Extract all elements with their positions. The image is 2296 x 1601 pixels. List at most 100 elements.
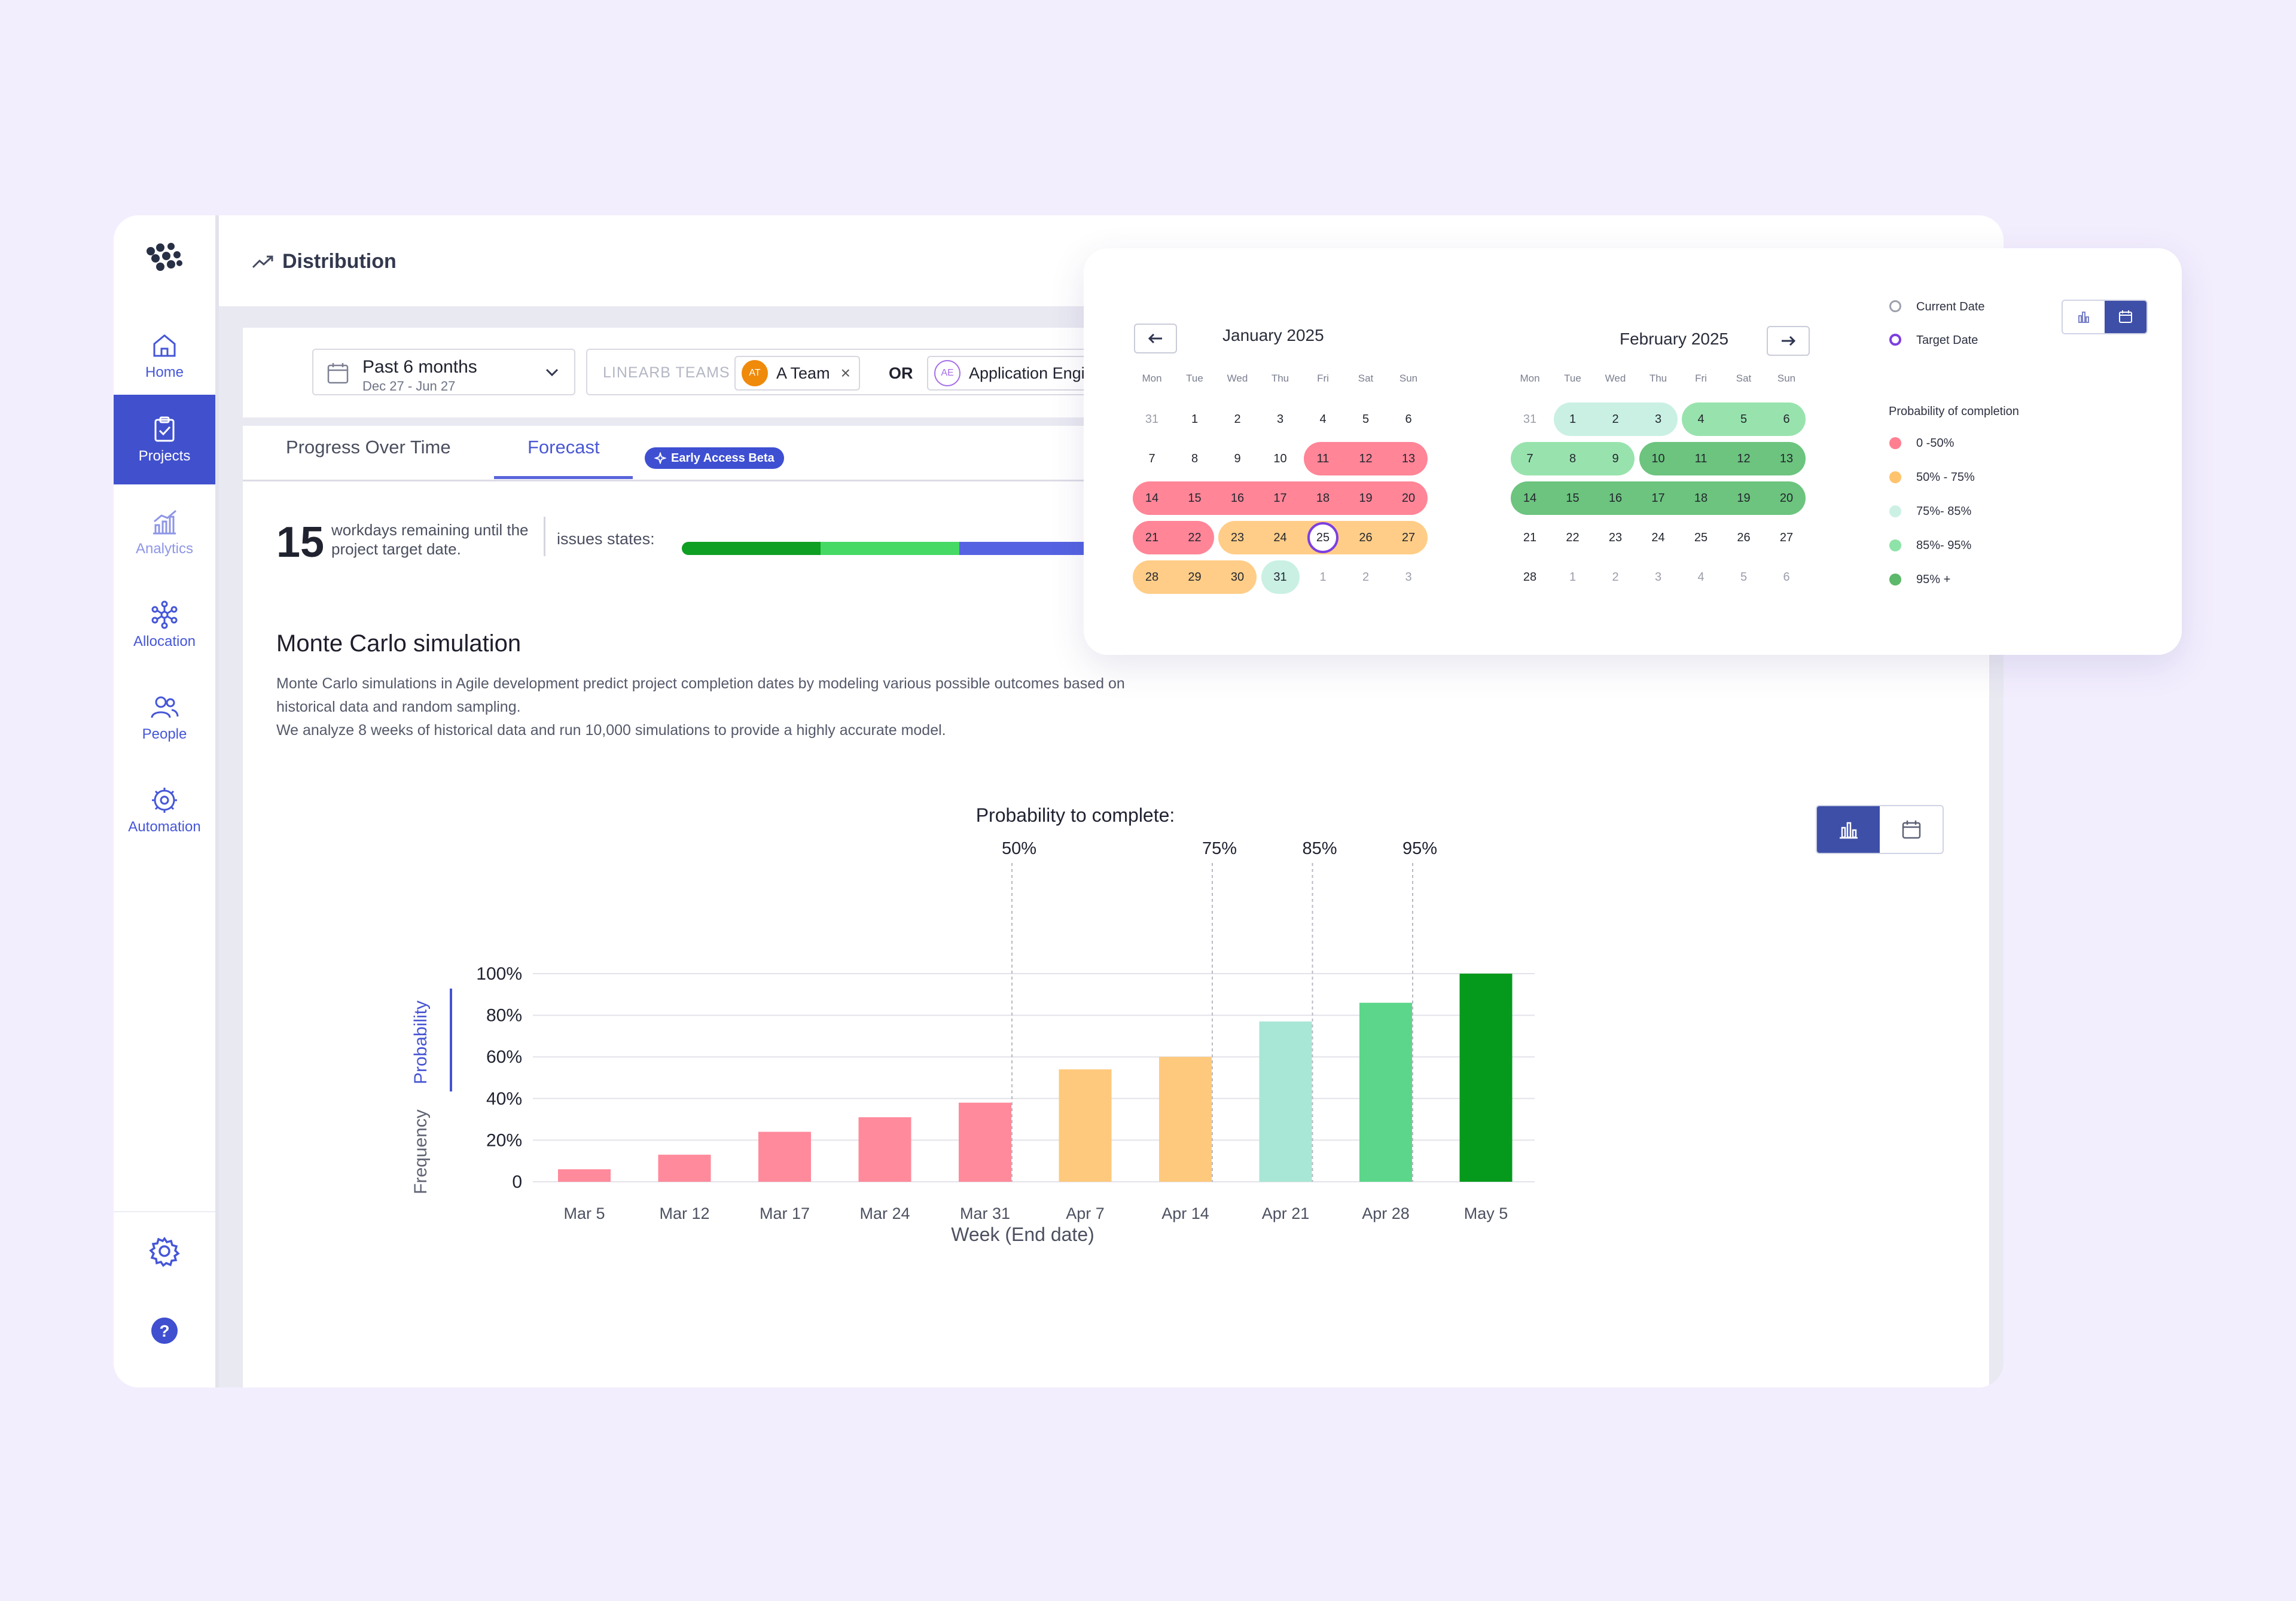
- calendar-view-button[interactable]: [2105, 301, 2146, 333]
- sidebar-item-home[interactable]: Home: [114, 311, 215, 401]
- calendar-day[interactable]: 25: [1694, 530, 1708, 544]
- calendar-day[interactable]: 17: [1651, 491, 1665, 505]
- calendar-day[interactable]: 16: [1608, 491, 1623, 505]
- calendar-day[interactable]: 10: [1651, 452, 1665, 465]
- calendar-day[interactable]: 7: [1148, 452, 1155, 465]
- calendar-day[interactable]: 21: [1145, 530, 1159, 544]
- calendar-day[interactable]: 22: [1188, 530, 1202, 544]
- team-chip[interactable]: AE Application Engineering: [927, 356, 1126, 391]
- teams-filter[interactable]: LINEARB TEAMS AT A Team × OR AE Applicat…: [586, 349, 1127, 395]
- chart-bar: [858, 1117, 911, 1182]
- calendar-day[interactable]: 27: [1401, 530, 1416, 544]
- calendar-day[interactable]: 22: [1566, 530, 1580, 544]
- calendar-day[interactable]: 31: [1273, 570, 1287, 584]
- calendar-day[interactable]: 8: [1191, 452, 1199, 465]
- next-month-button[interactable]: [1767, 326, 1810, 356]
- calendar-day[interactable]: 28: [1523, 570, 1537, 584]
- date-range-select[interactable]: Past 6 months Dec 27 - Jun 27: [312, 349, 575, 395]
- probability-band: [1304, 442, 1428, 475]
- calendar-day[interactable]: 13: [1401, 452, 1416, 465]
- calendar-day[interactable]: 14: [1523, 491, 1537, 505]
- issues-states-label: issues states:: [557, 530, 655, 548]
- sidebar-item-people[interactable]: People: [114, 673, 215, 763]
- calendar-day[interactable]: 19: [1737, 491, 1751, 505]
- calendar-day[interactable]: 26: [1359, 530, 1373, 544]
- calendar-day[interactable]: 10: [1273, 452, 1287, 465]
- settings-gear-icon[interactable]: [148, 1235, 181, 1267]
- calendar-day[interactable]: 5: [1362, 412, 1370, 426]
- calendar-day[interactable]: 3: [1405, 570, 1412, 584]
- sidebar-item-automation[interactable]: Automation: [114, 766, 215, 855]
- calendar-day[interactable]: 18: [1694, 491, 1708, 505]
- x-tick-label: Apr 21: [1262, 1204, 1310, 1222]
- calendar-day[interactable]: 6: [1783, 570, 1790, 584]
- calendar-day[interactable]: 28: [1145, 570, 1159, 584]
- calendar-day[interactable]: 6: [1405, 412, 1412, 426]
- calendar-day[interactable]: 1: [1191, 412, 1199, 426]
- calendar-day[interactable]: 15: [1188, 491, 1202, 505]
- calendar-day[interactable]: 31: [1145, 412, 1159, 426]
- calendar-day[interactable]: 15: [1566, 491, 1580, 505]
- calendar-day[interactable]: 20: [1779, 491, 1794, 505]
- calendar-day[interactable]: 20: [1401, 491, 1416, 505]
- calendar-day[interactable]: 2: [1612, 412, 1619, 426]
- target-date-day[interactable]: 25: [1305, 521, 1341, 554]
- tab-progress-over-time[interactable]: Progress Over Time: [286, 437, 451, 458]
- calendar-view-button[interactable]: [1880, 806, 1943, 853]
- bar-chart-view-button[interactable]: [2063, 301, 2105, 333]
- legend-item-label: 0 -50%: [1916, 437, 1955, 450]
- calendar-day[interactable]: 23: [1230, 530, 1245, 544]
- calendar-day[interactable]: 26: [1737, 530, 1751, 544]
- calendar-day[interactable]: 12: [1359, 452, 1373, 465]
- calendar-day[interactable]: 9: [1612, 452, 1619, 465]
- calendar-day[interactable]: 2: [1612, 570, 1619, 584]
- tab-forecast[interactable]: Forecast: [527, 437, 600, 458]
- calendar-day[interactable]: 1: [1319, 570, 1327, 584]
- calendar-day[interactable]: 27: [1779, 530, 1794, 544]
- sidebar-item-analytics[interactable]: Analytics: [114, 487, 215, 577]
- calendar-day[interactable]: 18: [1316, 491, 1330, 505]
- calendar-day[interactable]: 31: [1523, 412, 1537, 426]
- chart-bar: [658, 1154, 711, 1182]
- calendar-day[interactable]: 4: [1697, 570, 1705, 584]
- help-icon[interactable]: ?: [148, 1315, 181, 1347]
- calendar-day[interactable]: 5: [1740, 412, 1748, 426]
- calendar-day[interactable]: 13: [1779, 452, 1794, 465]
- calendar-day[interactable]: 6: [1783, 412, 1790, 426]
- calendar-day[interactable]: 24: [1273, 530, 1287, 544]
- sidebar-item-allocation[interactable]: Allocation: [114, 580, 215, 670]
- calendar-day[interactable]: 11: [1316, 452, 1330, 465]
- linearb-logo[interactable]: [142, 239, 187, 277]
- calendar-day[interactable]: 29: [1188, 570, 1202, 584]
- calendar-day[interactable]: 3: [1654, 412, 1662, 426]
- calendar-day[interactable]: 1: [1569, 570, 1577, 584]
- calendar-day[interactable]: 19: [1359, 491, 1373, 505]
- calendar-day[interactable]: 2: [1234, 412, 1241, 426]
- calendar-day[interactable]: 7: [1526, 452, 1533, 465]
- calendar-day[interactable]: 23: [1608, 530, 1623, 544]
- calendar-day[interactable]: 2: [1362, 570, 1370, 584]
- calendar-day[interactable]: 4: [1319, 412, 1327, 426]
- sidebar-item-projects[interactable]: Projects: [114, 395, 215, 484]
- x-tick-label: Mar 24: [859, 1204, 910, 1222]
- calendar-day[interactable]: 12: [1737, 452, 1751, 465]
- calendar-day[interactable]: 14: [1145, 491, 1159, 505]
- calendar-day[interactable]: 16: [1230, 491, 1245, 505]
- calendar-day[interactable]: 4: [1697, 412, 1705, 426]
- close-icon[interactable]: ×: [840, 364, 850, 382]
- calendar-day[interactable]: 24: [1651, 530, 1665, 544]
- x-tick-label: May 5: [1464, 1204, 1508, 1222]
- calendar-day[interactable]: 3: [1276, 412, 1284, 426]
- calendar-day[interactable]: 8: [1569, 452, 1577, 465]
- calendar-day[interactable]: 11: [1694, 452, 1707, 465]
- bar-chart-view-button[interactable]: [1817, 806, 1880, 853]
- calendar-day[interactable]: 5: [1740, 570, 1748, 584]
- calendar-day[interactable]: 30: [1230, 570, 1245, 584]
- previous-month-button[interactable]: [1134, 324, 1177, 353]
- calendar-day[interactable]: 21: [1523, 530, 1537, 544]
- calendar-day[interactable]: 3: [1654, 570, 1662, 584]
- calendar-day[interactable]: 1: [1569, 412, 1577, 426]
- team-chip[interactable]: AT A Team ×: [734, 356, 860, 391]
- calendar-day[interactable]: 17: [1273, 491, 1287, 505]
- calendar-day[interactable]: 9: [1234, 452, 1241, 465]
